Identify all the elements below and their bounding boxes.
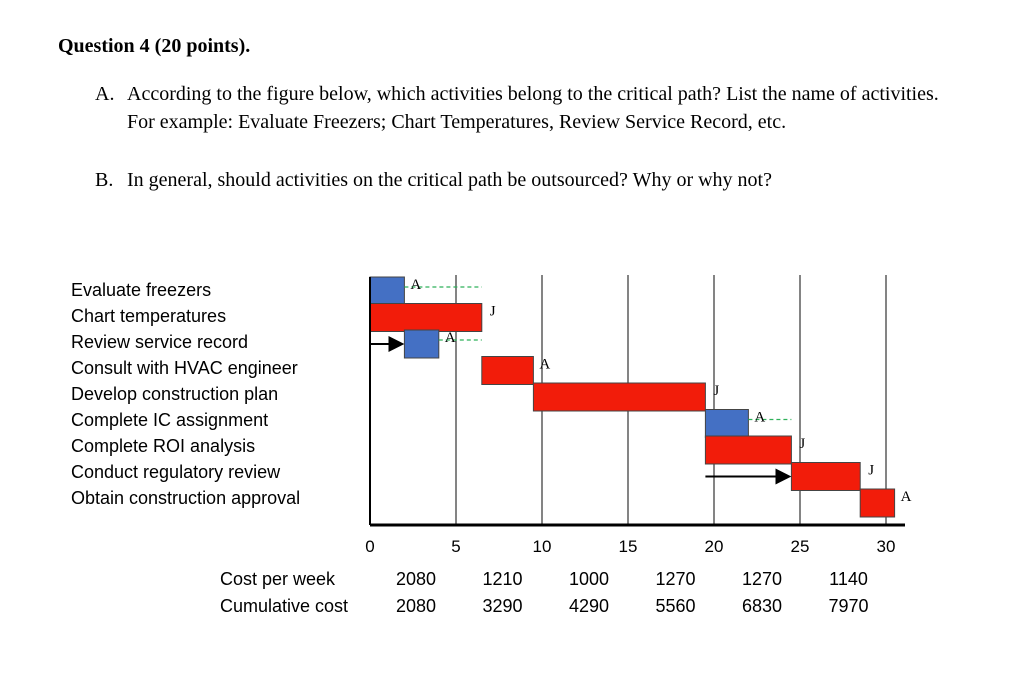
activity-label: Review service record [71, 332, 248, 352]
activity-label: Develop construction plan [71, 384, 278, 404]
x-tick-label: 15 [619, 537, 638, 556]
cost-value: 2080 [396, 596, 436, 616]
cost-row-label: Cumulative cost [220, 596, 348, 616]
cost-value: 4290 [569, 596, 609, 616]
activity-label: Evaluate freezers [71, 280, 211, 300]
cost-value: 1270 [655, 569, 695, 589]
bar-evaluate-freezers [369, 276, 405, 306]
x-tick-label: 25 [791, 537, 810, 556]
item-marker: B. [95, 169, 114, 191]
cost-row-label: Cost per week [220, 569, 336, 589]
bar-annotation: A [901, 489, 912, 505]
question-title: Question 4 (20 points). [58, 35, 251, 57]
x-tick-label: 30 [877, 537, 896, 556]
bar-annotation: A [754, 410, 765, 426]
activity-label: Complete ROI analysis [71, 436, 255, 456]
item-text: In general, should activities on the cri… [127, 169, 772, 191]
item-text: According to the figure below, which act… [127, 83, 939, 133]
bar-annotation: A [539, 357, 550, 373]
cost-value: 6830 [742, 596, 782, 616]
bar-annotation: J [868, 463, 874, 479]
bar-annotation: A [410, 277, 421, 293]
bar-annotation: J [799, 436, 805, 452]
cost-value: 7970 [828, 596, 868, 616]
x-tick-label: 5 [451, 537, 460, 556]
activity-label: Conduct regulatory review [71, 462, 281, 482]
cost-value: 5560 [655, 596, 695, 616]
cost-value: 1000 [569, 569, 609, 589]
activity-label: Obtain construction approval [71, 488, 300, 508]
cost-value: 1210 [482, 569, 522, 589]
x-tick-label: 10 [533, 537, 552, 556]
item-marker: A. [95, 83, 115, 105]
bar-obtain-construction-approval [859, 488, 896, 518]
activity-label: Consult with HVAC engineer [71, 358, 298, 378]
cost-value: 1270 [742, 569, 782, 589]
bar-review-service-record [403, 329, 440, 359]
bar-annotation: J [490, 304, 496, 320]
cost-value: 3290 [482, 596, 522, 616]
bar-complete-roi-analysis [704, 435, 792, 465]
bar-complete-ic-assignment [704, 409, 749, 438]
x-tick-label: 20 [705, 537, 724, 556]
bar-chart-temperatures [369, 303, 483, 332]
cost-value: 2080 [396, 569, 436, 589]
cost-value: 1140 [829, 569, 868, 589]
x-tick-label: 0 [365, 537, 374, 556]
activity-label: Complete IC assignment [71, 410, 268, 430]
bar-consult-with-hvac-engineer [481, 356, 534, 385]
bar-conduct-regulatory-review [790, 462, 861, 491]
bar-annotation: A [445, 330, 456, 346]
bar-annotation: J [713, 383, 719, 399]
activity-label: Chart temperatures [71, 306, 226, 326]
bar-develop-construction-plan [532, 382, 706, 412]
